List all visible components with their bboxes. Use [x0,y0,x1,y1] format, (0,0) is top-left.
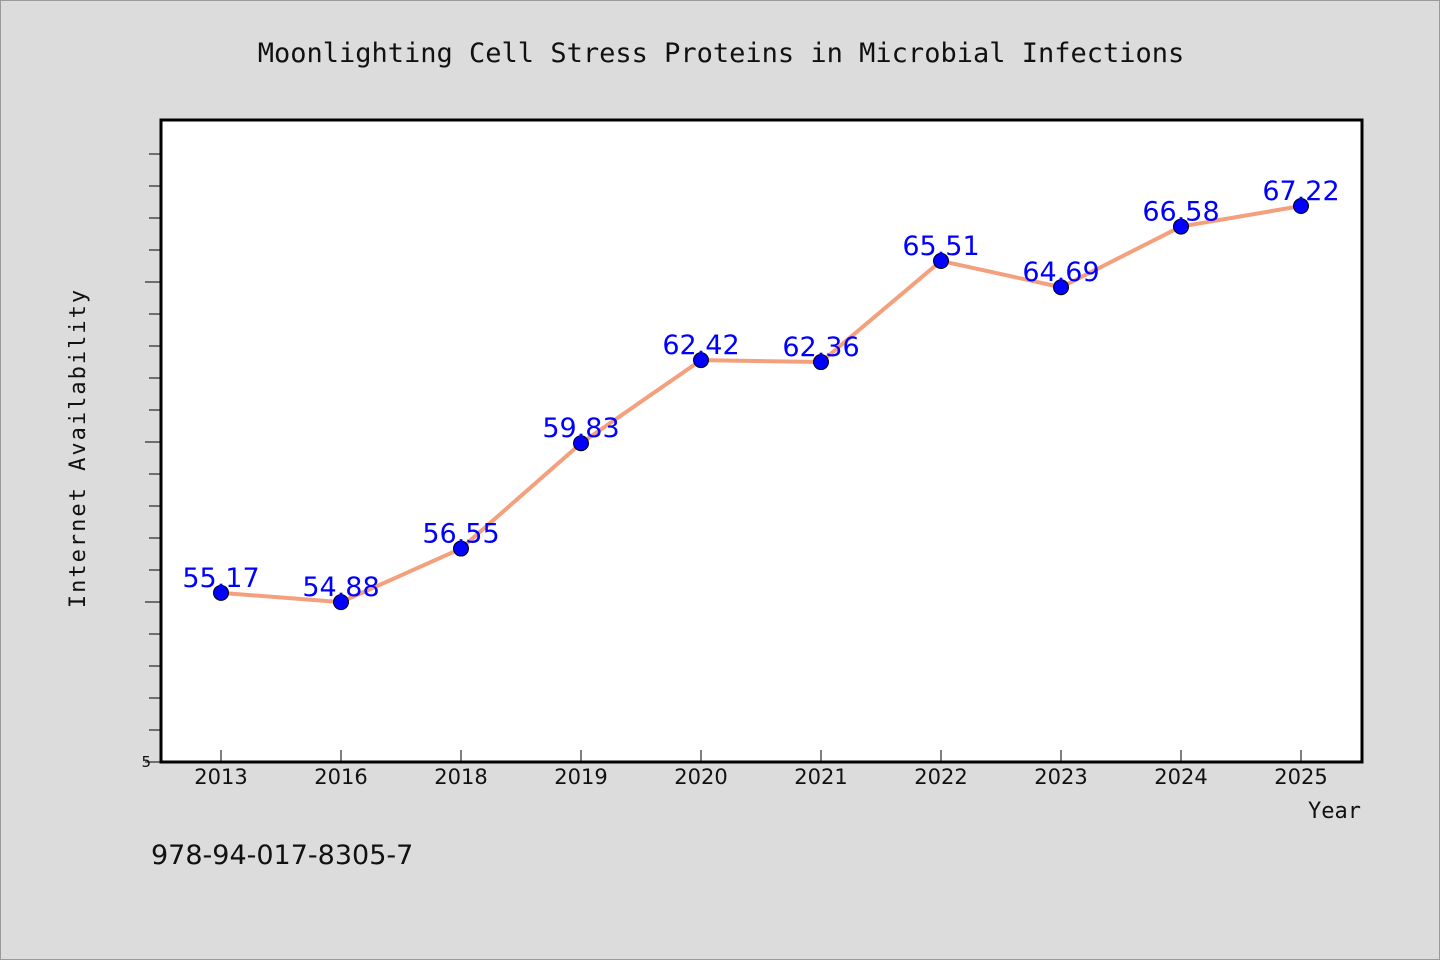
data-point [933,252,949,269]
x-tick-label: 2018 [434,765,487,789]
data-point [1293,198,1309,215]
x-tick-label: 2025 [1274,765,1327,789]
series-line [219,204,1303,605]
data-labels-layer: 55.17 54.88 56.55 59.83 62.42 62.36 65.51 64.69… [182,176,1339,603]
data-point [693,352,709,369]
x-axis-ticks: 2013 2016 2018 2019 2020 2021 2022 2023 2024 2025 [194,750,1328,789]
y-axis-label: Internet Availability [66,288,91,608]
y-tick-label: 5 [141,753,151,771]
series-line-layer [219,204,1303,605]
data-point [573,435,589,452]
x-tick-label: 2024 [1154,765,1207,789]
x-tick-label: 2023 [1034,765,1087,789]
data-label: 65.51 [902,231,979,262]
y-axis-ticks [145,153,161,763]
data-label: 64.69 [1022,257,1099,288]
data-point [453,540,469,557]
data-label: 56.55 [422,519,499,550]
data-label: 54.88 [302,572,379,603]
data-points-layer [213,198,1309,611]
x-tick-label: 2019 [554,765,607,789]
x-tick-label: 2021 [794,765,847,789]
data-label: 67.22 [1262,176,1339,207]
data-point [1053,279,1069,296]
data-label: 55.17 [182,563,259,594]
data-label: 59.83 [542,413,619,444]
x-tick-label: 2013 [194,765,247,789]
x-tick-label: 2020 [674,765,727,789]
data-label: 62.36 [782,332,859,363]
data-label: 66.58 [1142,197,1219,228]
data-point [333,594,349,611]
data-point [813,354,829,371]
plot-area [159,118,1364,764]
x-tick-label: 2022 [914,765,967,789]
data-label: 62.42 [662,330,739,361]
isbn-text: 978-94-017-8305-7 [151,840,413,871]
x-tick-label: 2016 [314,765,367,789]
data-point [1173,218,1189,235]
data-point [213,584,229,601]
chart-title: Moonlighting Cell Stress Proteins in Mic… [258,38,1185,69]
x-axis-label: Year [1308,799,1361,824]
